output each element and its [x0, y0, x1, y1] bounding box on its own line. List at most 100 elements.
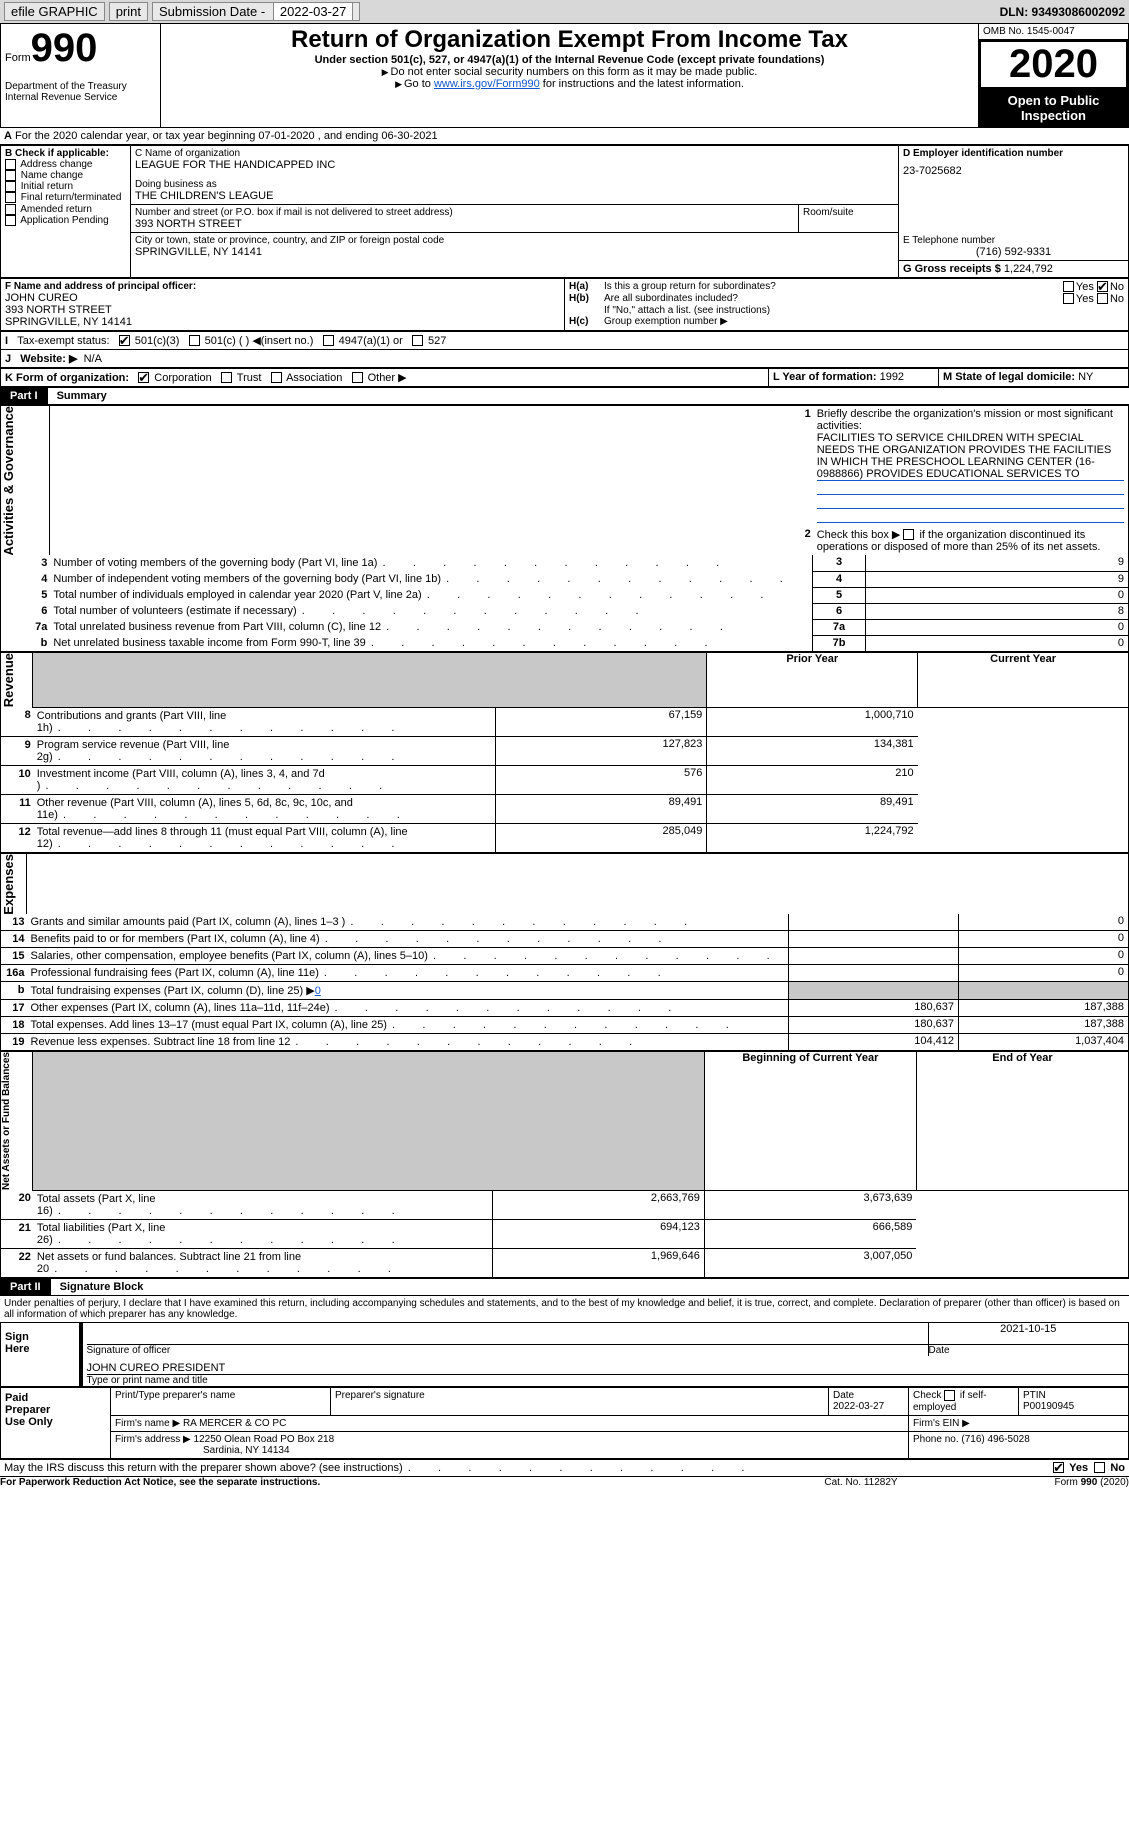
- prior-year: 285,049: [496, 823, 707, 852]
- row-num: 19: [1, 1034, 27, 1051]
- row-text: Program service revenue (Part VIII, line…: [33, 736, 496, 765]
- 527-checkbox[interactable]: [412, 335, 423, 346]
- row-value: 9: [865, 555, 1128, 571]
- prep-date: 2022-03-27: [833, 1401, 884, 1412]
- officer-typed-name: JOHN CUREO PRESIDENT: [87, 1356, 1129, 1375]
- boy-value: 2,663,769: [492, 1190, 704, 1219]
- city-state-zip: SPRINGVILLE, NY 14141: [135, 246, 894, 258]
- open-to-public: Open to Public Inspection: [979, 89, 1128, 127]
- prior-year: [789, 965, 959, 982]
- no-lbl: No: [1110, 281, 1124, 293]
- domicile-label: M State of legal domicile:: [943, 371, 1075, 383]
- firm-addr2: Sardinia, NY 14134: [203, 1445, 290, 1456]
- blank-line: [817, 495, 1124, 509]
- assoc-checkbox[interactable]: [271, 372, 282, 383]
- grey-spacer: [496, 653, 707, 708]
- dln: DLN: 93493086002092: [1000, 5, 1125, 19]
- no-lbl2: No: [1110, 293, 1124, 305]
- q-num: 2: [49, 526, 812, 555]
- boy-value: 694,123: [492, 1219, 704, 1248]
- trust-checkbox[interactable]: [221, 372, 232, 383]
- boxb-checkbox[interactable]: [5, 204, 16, 215]
- irs-link[interactable]: www.irs.gov/Form990: [434, 78, 540, 90]
- row-num: 22: [1, 1248, 33, 1277]
- city-label: City or town, state or province, country…: [135, 235, 894, 246]
- boxb-checkbox[interactable]: [5, 159, 16, 170]
- row-num: 18: [1, 1017, 27, 1034]
- row-text: Other revenue (Part VIII, column (A), li…: [33, 794, 496, 823]
- officer-signature-line[interactable]: [87, 1323, 929, 1345]
- prior-year: 104,412: [789, 1034, 959, 1051]
- print-button[interactable]: print: [109, 2, 148, 21]
- boxb-item: Amended return: [5, 204, 126, 215]
- irs-yes-checkbox[interactable]: [1053, 1462, 1064, 1473]
- row-num: 3: [1, 555, 50, 571]
- row-box: 5: [813, 587, 866, 603]
- self-emp-checkbox[interactable]: [944, 1390, 955, 1401]
- line-j: J Website: ▶ N/A: [1, 349, 1129, 367]
- opt-trust: Trust: [237, 372, 262, 384]
- row-text: Total unrelated business revenue from Pa…: [49, 619, 812, 635]
- row-num: 13: [1, 914, 27, 931]
- row-num: 4: [1, 571, 50, 587]
- 501c3-checkbox[interactable]: [119, 335, 130, 346]
- part1-header: Part I Summary: [0, 387, 1129, 405]
- boxb-checkbox[interactable]: [5, 170, 16, 181]
- footer-form: Form 990 (2020): [949, 1477, 1129, 1488]
- ha-no-checkbox[interactable]: [1097, 281, 1108, 292]
- row-text: Revenue less expenses. Subtract line 18 …: [27, 1034, 789, 1051]
- part2-label: Part II: [0, 1279, 51, 1295]
- box-b-title: B Check if applicable:: [5, 148, 126, 159]
- submission-date: 2022-03-27: [273, 2, 354, 21]
- 4947-checkbox[interactable]: [323, 335, 334, 346]
- row-text: Investment income (Part VIII, column (A)…: [33, 765, 496, 794]
- col-prior-year: Prior Year: [707, 653, 918, 708]
- grey-spacer: [492, 1052, 704, 1191]
- row-text: Total assets (Part X, line 16): [33, 1190, 492, 1219]
- ha-yes-checkbox[interactable]: [1063, 281, 1074, 292]
- prep-name-label: Print/Type preparer's name: [111, 1388, 331, 1415]
- 501c-checkbox[interactable]: [189, 335, 200, 346]
- prior-year: 67,159: [496, 707, 707, 736]
- firm-phone-label: Phone no.: [913, 1434, 959, 1445]
- opt-527: 527: [428, 335, 446, 347]
- firm-ein-label: Firm's EIN ▶: [913, 1418, 970, 1429]
- irs-discuss: May the IRS discuss this return with the…: [0, 1459, 1129, 1477]
- box-f: F Name and address of principal officer:…: [1, 278, 565, 330]
- row-text: Total number of volunteers (estimate if …: [49, 603, 812, 619]
- sign-here: SignHere: [1, 1322, 81, 1387]
- subdate-lbl: Submission Date -: [159, 4, 265, 19]
- prior-year: 127,823: [496, 736, 707, 765]
- gross-label: G Gross receipts $: [903, 263, 1001, 275]
- q-num: 1: [49, 405, 812, 526]
- hb-yes-checkbox[interactable]: [1063, 293, 1074, 304]
- room-suite-label: Room/suite: [799, 205, 899, 233]
- irs-no-checkbox[interactable]: [1094, 1462, 1105, 1473]
- ptin-value: P00190945: [1023, 1401, 1074, 1412]
- boxb-checkbox[interactable]: [5, 181, 16, 192]
- hb-no-checkbox[interactable]: [1097, 293, 1108, 304]
- row-num: 20: [1, 1190, 33, 1219]
- date-label: Date: [928, 1345, 1128, 1357]
- sub3-pre: Go to: [404, 78, 434, 90]
- line-l: L Year of formation: 1992: [769, 368, 939, 386]
- yes-lbl2: Yes: [1076, 293, 1094, 305]
- current-year: 187,388: [959, 1017, 1129, 1034]
- firm-phone: (716) 496-5028: [961, 1434, 1029, 1445]
- fundraising-link[interactable]: 0: [315, 985, 321, 997]
- row-box: 3: [813, 555, 866, 571]
- q2-checkbox[interactable]: [903, 529, 914, 540]
- boxb-checkbox[interactable]: [5, 192, 16, 203]
- pra-notice: For Paperwork Reduction Act Notice, see …: [0, 1477, 773, 1488]
- side-revenue: Revenue: [1, 653, 16, 707]
- opt-corp: Corporation: [154, 372, 211, 384]
- firm-name-label: Firm's name ▶: [115, 1418, 180, 1429]
- row-text: Total number of individuals employed in …: [49, 587, 812, 603]
- boxb-checkbox[interactable]: [5, 215, 16, 226]
- efile-button[interactable]: efile GRAPHIC: [4, 2, 105, 21]
- firm-name: RA MERCER & CO PC: [183, 1418, 286, 1429]
- row-text: Total liabilities (Part X, line 26): [33, 1219, 492, 1248]
- other-checkbox[interactable]: [352, 372, 363, 383]
- form-prefix: Form: [5, 52, 31, 64]
- corp-checkbox[interactable]: [138, 372, 149, 383]
